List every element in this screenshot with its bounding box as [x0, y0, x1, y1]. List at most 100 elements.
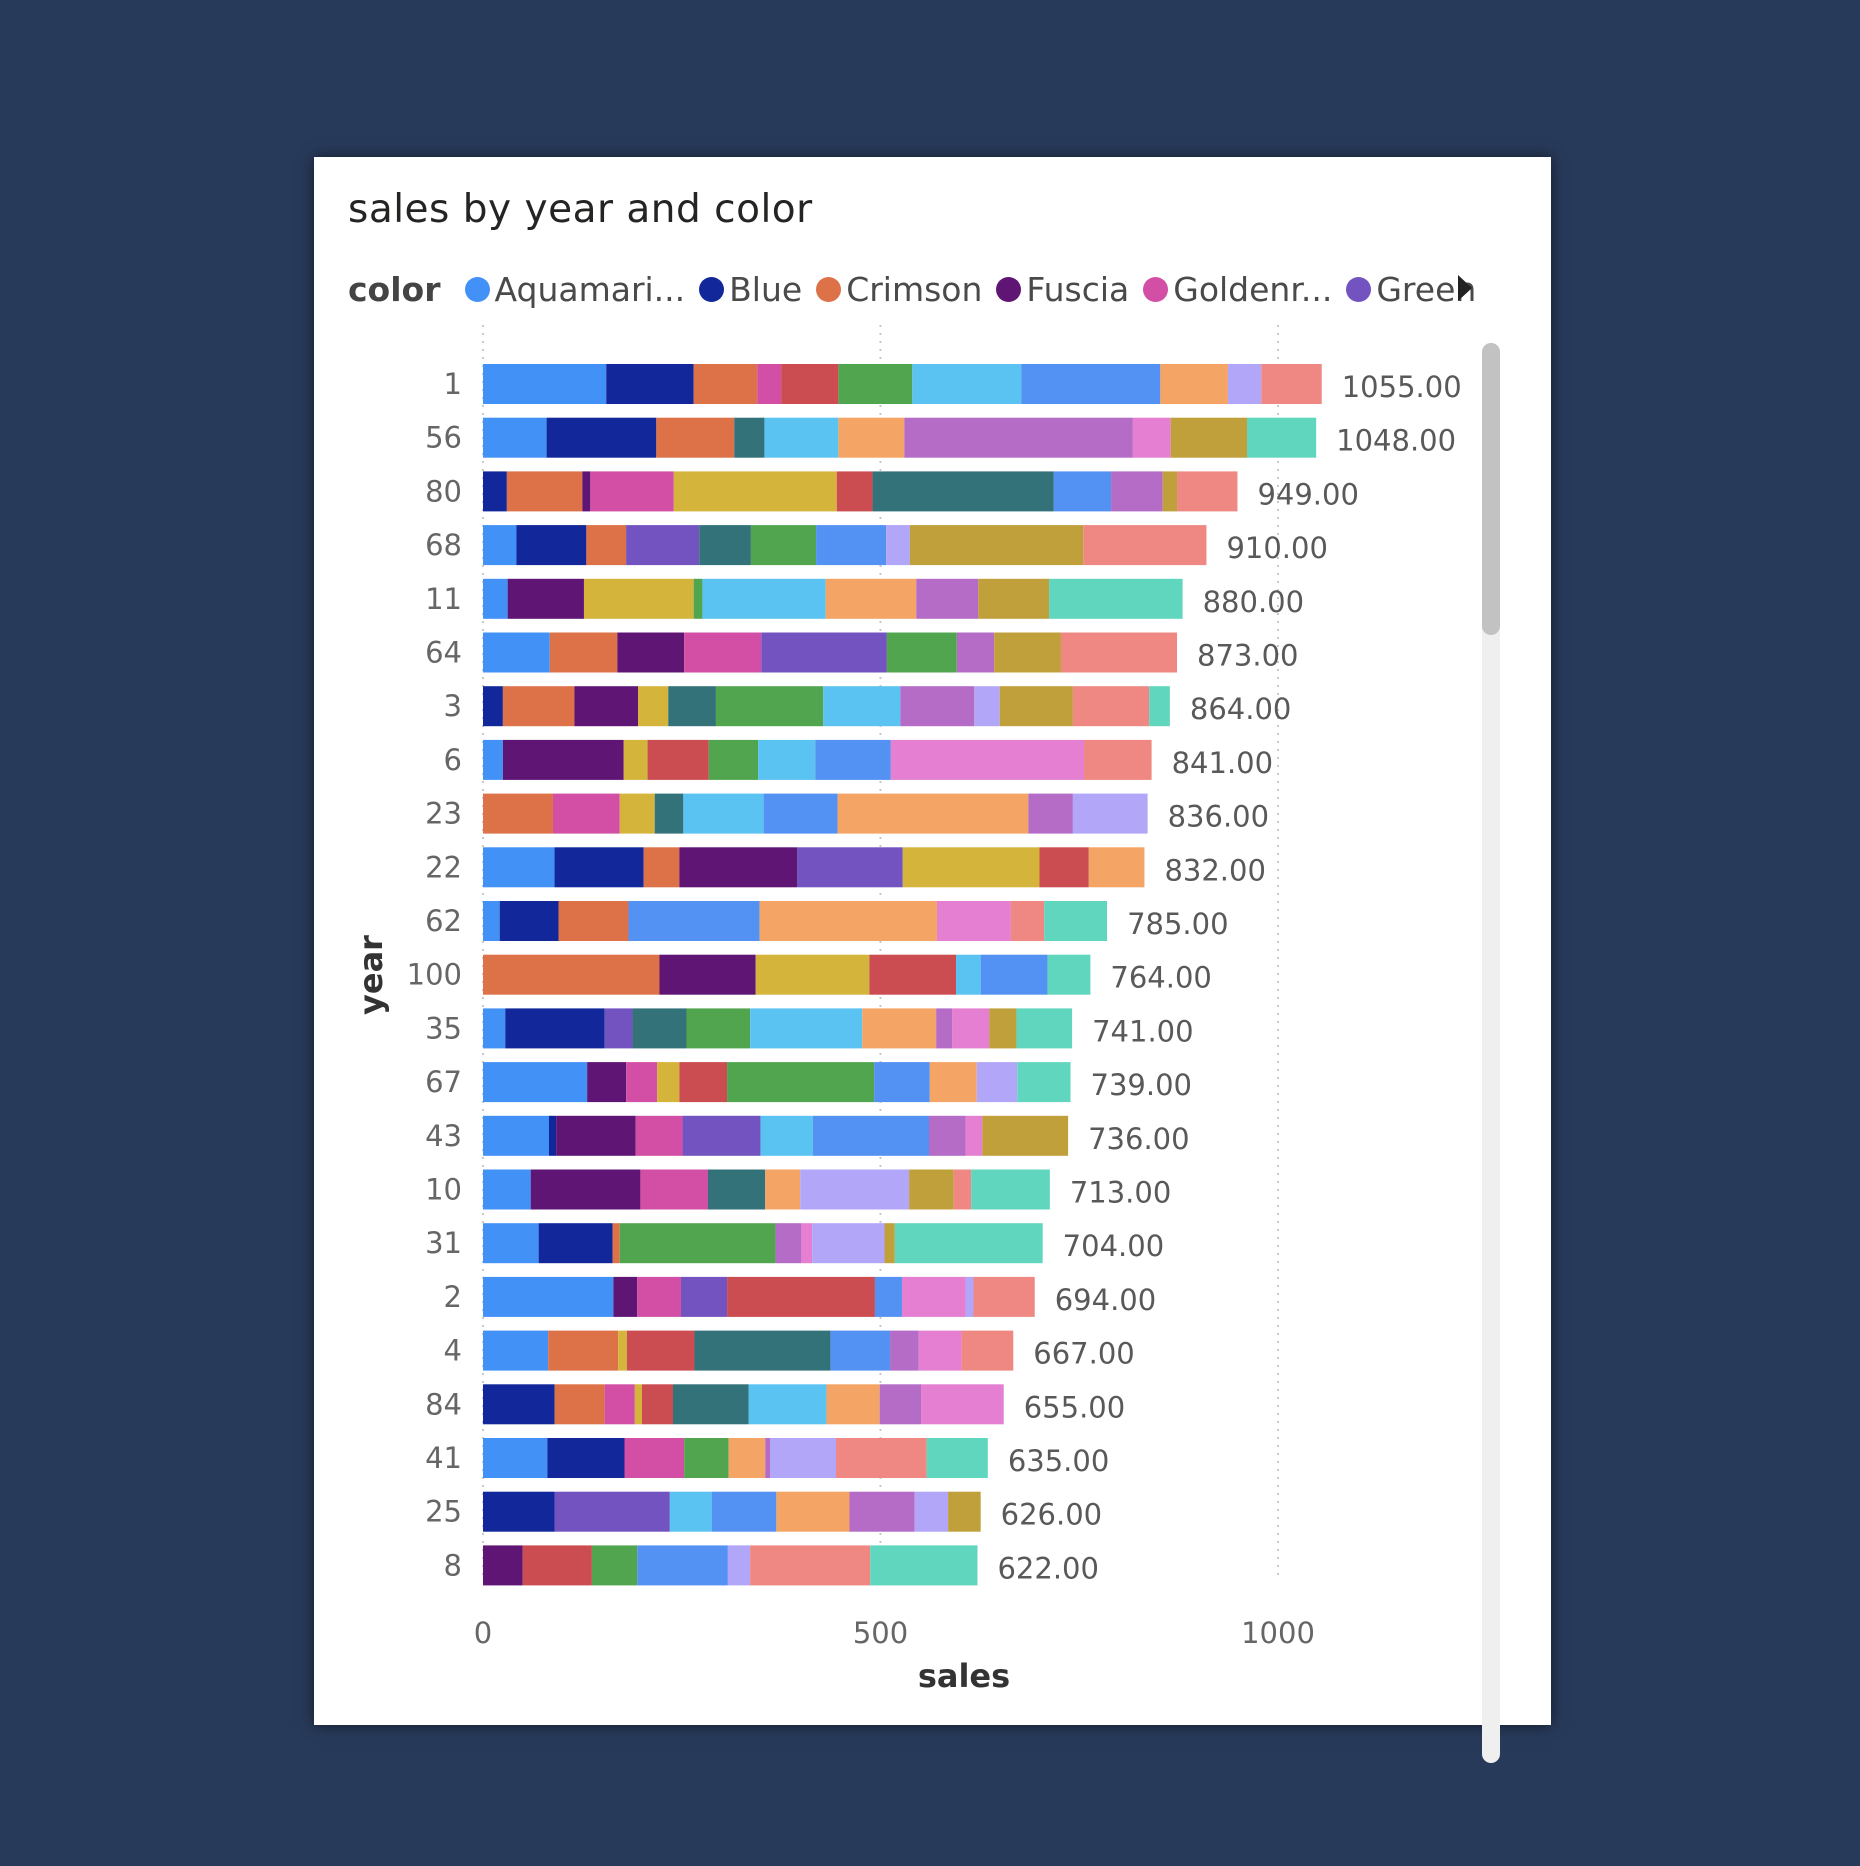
bar-segment[interactable]	[1162, 471, 1178, 512]
bar-segment[interactable]	[974, 686, 1000, 727]
bar-segment[interactable]	[926, 1438, 988, 1478]
bar-segment[interactable]	[886, 632, 957, 673]
bar-segment[interactable]	[909, 525, 1084, 566]
bar-row[interactable]	[483, 1384, 1004, 1425]
bar-segment[interactable]	[838, 364, 913, 404]
bar-segment[interactable]	[483, 686, 503, 727]
bar-segment[interactable]	[628, 901, 760, 941]
bar-segment[interactable]	[623, 739, 648, 780]
bar-segment[interactable]	[483, 1545, 523, 1586]
bar-segment[interactable]	[699, 525, 751, 566]
bar-segment[interactable]	[626, 1330, 695, 1371]
bar-segment[interactable]	[657, 1062, 680, 1103]
bar-segment[interactable]	[634, 1384, 642, 1425]
legend-item[interactable]: Blue	[699, 270, 802, 309]
bar-segment[interactable]	[556, 1115, 636, 1156]
bar-segment[interactable]	[483, 1330, 549, 1371]
bar-row[interactable]	[483, 1438, 988, 1478]
bar-segment[interactable]	[750, 1545, 871, 1586]
bar-row[interactable]	[483, 1169, 1050, 1210]
bar-segment[interactable]	[884, 1223, 895, 1264]
bar-segment[interactable]	[483, 954, 660, 995]
bar-segment[interactable]	[1072, 686, 1150, 727]
bar-segment[interactable]	[643, 847, 680, 888]
bar-segment[interactable]	[711, 1491, 777, 1532]
bar-segment[interactable]	[994, 632, 1061, 673]
bar-segment[interactable]	[761, 632, 887, 673]
bar-segment[interactable]	[916, 578, 979, 619]
bar-row[interactable]	[483, 954, 1091, 995]
bar-segment[interactable]	[624, 1438, 685, 1478]
bar-segment[interactable]	[483, 1384, 555, 1425]
bar-segment[interactable]	[1160, 364, 1228, 404]
bar-segment[interactable]	[502, 686, 575, 727]
bar-segment[interactable]	[980, 954, 1048, 995]
bar-segment[interactable]	[715, 686, 824, 727]
bar-segment[interactable]	[549, 632, 618, 673]
bar-segment[interactable]	[702, 578, 826, 619]
bar-segment[interactable]	[1016, 1008, 1073, 1049]
legend-item[interactable]: Goldenr...	[1143, 270, 1332, 309]
bar-segment[interactable]	[902, 847, 1040, 888]
bar-segment[interactable]	[679, 847, 798, 888]
bar-segment[interactable]	[686, 1008, 751, 1049]
bar-segment[interactable]	[604, 1384, 635, 1425]
bar-segment[interactable]	[483, 525, 517, 566]
bar-segment[interactable]	[815, 739, 891, 780]
bar-segment[interactable]	[1010, 901, 1045, 941]
bar-segment[interactable]	[1149, 686, 1170, 727]
bar-segment[interactable]	[483, 739, 503, 780]
bar-segment[interactable]	[574, 686, 639, 727]
bar-segment[interactable]	[750, 525, 817, 566]
bar-segment[interactable]	[522, 1545, 592, 1586]
bar-segment[interactable]	[918, 1330, 962, 1371]
bar-segment[interactable]	[683, 793, 764, 834]
bar-segment[interactable]	[483, 1276, 614, 1317]
bar-segment[interactable]	[483, 901, 500, 941]
bar-segment[interactable]	[516, 525, 587, 566]
bar-segment[interactable]	[727, 1276, 875, 1317]
bar-segment[interactable]	[640, 1169, 708, 1210]
bar-segment[interactable]	[976, 1062, 1018, 1103]
bar-segment[interactable]	[812, 1115, 929, 1156]
bar-segment[interactable]	[928, 1115, 966, 1156]
bar-segment[interactable]	[837, 793, 1029, 834]
bar-segment[interactable]	[483, 1223, 539, 1264]
bar-segment[interactable]	[775, 1223, 801, 1264]
bar-segment[interactable]	[764, 417, 839, 458]
bar-row[interactable]	[483, 793, 1148, 834]
bar-row[interactable]	[483, 686, 1170, 727]
bar-segment[interactable]	[554, 847, 644, 888]
bar-segment[interactable]	[750, 1008, 863, 1049]
bar-segment[interactable]	[642, 1384, 674, 1425]
bar-segment[interactable]	[755, 954, 870, 995]
bar-segment[interactable]	[765, 1169, 801, 1210]
bar-segment[interactable]	[619, 793, 655, 834]
bar-segment[interactable]	[748, 1384, 827, 1425]
bar-segment[interactable]	[1053, 471, 1112, 512]
bar-segment[interactable]	[483, 1438, 548, 1478]
bar-segment[interactable]	[1132, 417, 1171, 458]
bar-segment[interactable]	[1246, 417, 1317, 458]
bar-segment[interactable]	[654, 793, 684, 834]
bar-segment[interactable]	[765, 1438, 770, 1478]
bar-segment[interactable]	[1021, 364, 1161, 404]
bar-segment[interactable]	[587, 1062, 627, 1103]
bar-segment[interactable]	[901, 1276, 966, 1317]
bar-segment[interactable]	[763, 793, 838, 834]
bar-segment[interactable]	[590, 471, 674, 512]
bar-segment[interactable]	[1088, 847, 1145, 888]
bar-segment[interactable]	[879, 1384, 922, 1425]
bar-segment[interactable]	[835, 1438, 927, 1478]
bar-segment[interactable]	[707, 1169, 766, 1210]
bar-segment[interactable]	[870, 1545, 978, 1586]
bar-segment[interactable]	[1084, 739, 1152, 780]
bar-segment[interactable]	[1039, 847, 1089, 888]
bar-segment[interactable]	[659, 954, 756, 995]
bar-row[interactable]	[483, 1062, 1071, 1103]
bar-segment[interactable]	[862, 1008, 937, 1049]
bar-segment[interactable]	[801, 1223, 813, 1264]
bar-segment[interactable]	[505, 1008, 605, 1049]
bar-segment[interactable]	[760, 1115, 813, 1156]
bar-segment[interactable]	[978, 578, 1050, 619]
